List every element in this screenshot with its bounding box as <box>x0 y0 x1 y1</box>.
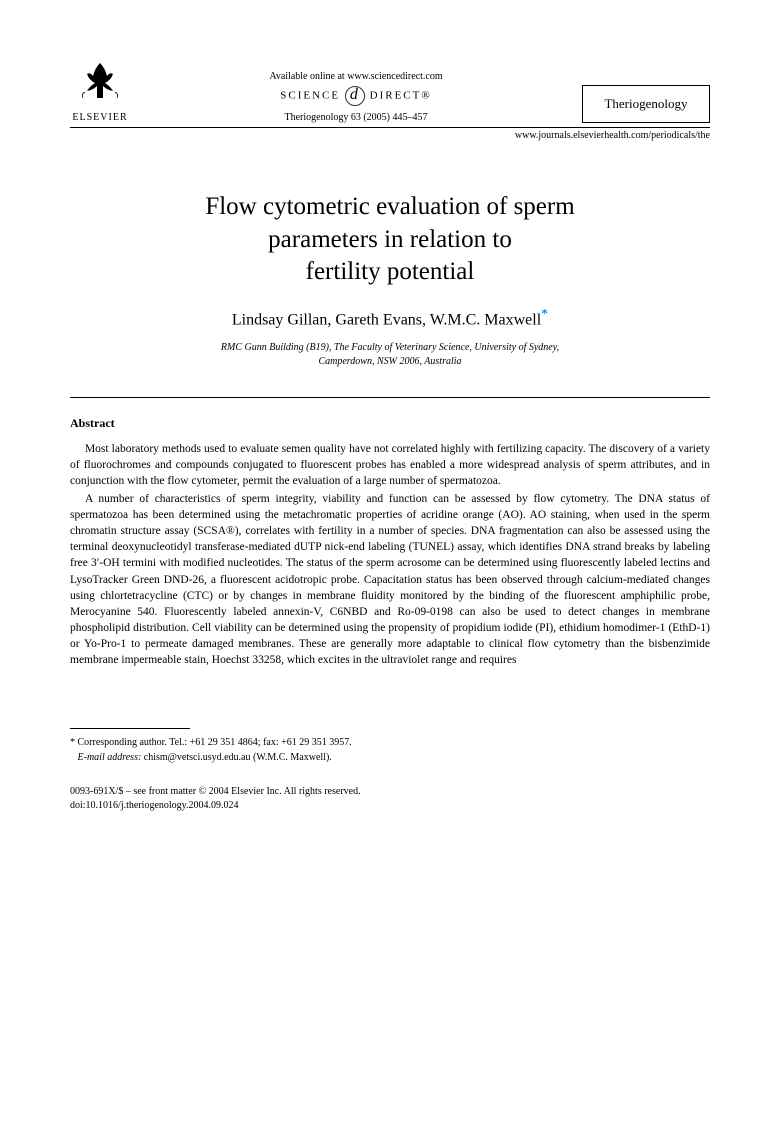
affiliation-line-1: RMC Gunn Building (B19), The Faculty of … <box>221 342 559 353</box>
doi-line: doi:10.1016/j.theriogenology.2004.09.024 <box>70 799 710 813</box>
email-line: E-mail address: chism@vetsci.usyd.edu.au… <box>70 750 710 765</box>
footnote-block: * Corresponding author. Tel.: +61 29 351… <box>70 735 710 765</box>
title-line-1: Flow cytometric evaluation of sperm <box>205 193 574 220</box>
elsevier-tree-icon <box>75 58 125 103</box>
section-divider <box>70 397 710 398</box>
journal-box: Theriogenology <box>582 85 710 123</box>
corresponding-star-icon[interactable]: * <box>541 307 548 322</box>
elsevier-logo <box>70 50 130 110</box>
page-container: ELSEVIER Available online at www.science… <box>0 0 780 853</box>
corresponding-author-line: * Corresponding author. Tel.: +61 29 351… <box>70 735 710 750</box>
abstract-heading: Abstract <box>70 416 710 431</box>
email-label: E-mail address: <box>78 752 142 763</box>
header-row: ELSEVIER Available online at www.science… <box>70 50 710 128</box>
sciencedirect-logo: SCIENCE d DIRECT® <box>140 86 572 106</box>
direct-text: DIRECT® <box>370 90 432 102</box>
abstract-p2: A number of characteristics of sperm int… <box>70 491 710 668</box>
publisher-block: ELSEVIER <box>70 50 130 123</box>
footer-block: 0093-691X/$ – see front matter © 2004 El… <box>70 785 710 813</box>
title-line-2: parameters in relation to <box>268 226 512 253</box>
header-center: Available online at www.sciencedirect.co… <box>140 71 572 123</box>
title-block: Flow cytometric evaluation of sperm para… <box>70 191 710 369</box>
title-line-3: fertility potential <box>306 258 475 285</box>
copyright-line: 0093-691X/$ – see front matter © 2004 El… <box>70 785 710 799</box>
science-text: SCIENCE <box>280 90 340 102</box>
affiliation-line-2: Camperdown, NSW 2006, Australia <box>318 356 461 367</box>
email-address: chism@vetsci.usyd.edu.au (W.M.C. Maxwell… <box>144 752 332 763</box>
journal-name: Theriogenology <box>604 96 687 111</box>
citation-line: Theriogenology 63 (2005) 445–457 <box>140 112 572 123</box>
affiliation: RMC Gunn Building (B19), The Faculty of … <box>70 341 710 369</box>
authors-line: Lindsay Gillan, Gareth Evans, W.M.C. Max… <box>70 307 710 329</box>
publisher-name: ELSEVIER <box>72 112 127 123</box>
footnote-divider <box>70 728 190 729</box>
paper-title: Flow cytometric evaluation of sperm para… <box>70 191 710 289</box>
journal-url: www.journals.elsevierhealth.com/periodic… <box>70 130 710 141</box>
sd-d-icon: d <box>345 86 365 106</box>
abstract-p1: Most laboratory methods used to evaluate… <box>70 441 710 489</box>
authors-text: Lindsay Gillan, Gareth Evans, W.M.C. Max… <box>232 311 541 328</box>
available-online-text: Available online at www.sciencedirect.co… <box>140 71 572 82</box>
